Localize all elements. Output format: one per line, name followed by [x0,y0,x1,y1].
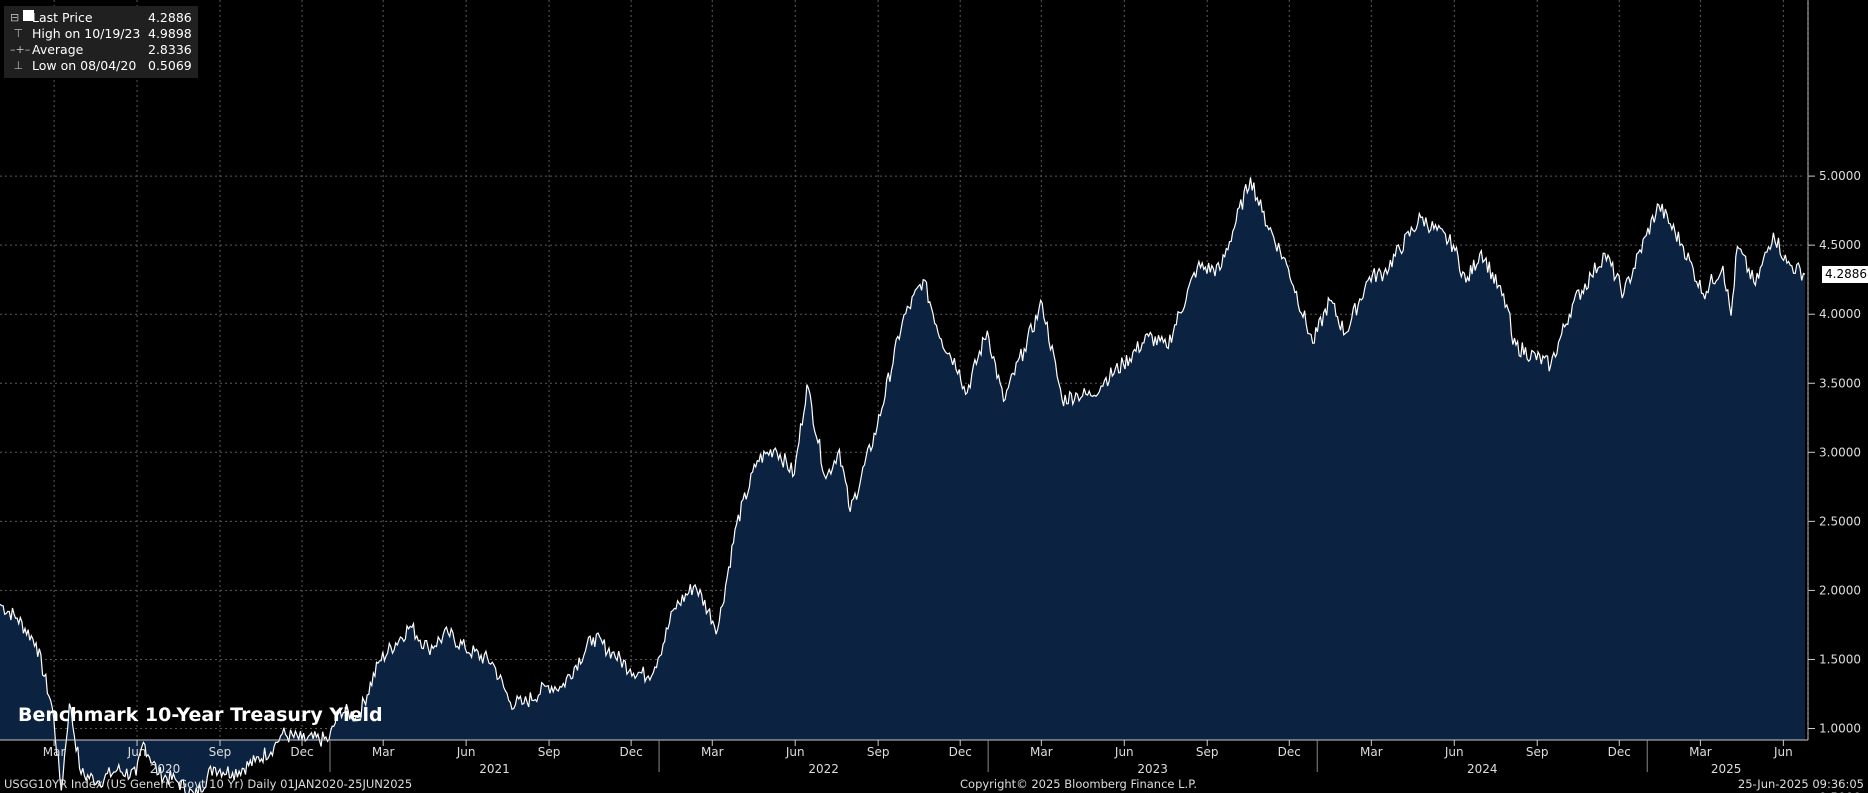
series-area-fill [0,177,1805,793]
x-tick-label: Mar [43,745,66,759]
series-line-last-price [0,177,1806,793]
x-tick-label: Sep [867,745,890,759]
x-tick-label: Sep [1196,745,1219,759]
legend-value: 0.5069 [148,58,192,73]
x-tick-label: Dec [620,745,643,759]
legend-label: Average [32,42,84,57]
x-axis: Mar Jun Sep Dec Mar Jun Sep Dec Mar Jun Sep Dec Mar J… [0,739,1808,776]
x-tick-label: Mar [701,745,724,759]
legend-label: Last Price [32,10,93,25]
legend-value: 4.9898 [148,26,192,41]
legend-item-high: ⊤ High on 10/19/23 4.9898 [10,26,192,42]
x-tick-label: Mar [1030,745,1053,759]
y-tick-label: 3.0000 [1819,445,1861,459]
y-tick-label: 1.0000 [1819,722,1861,736]
x-year-label: 2020 [150,762,181,776]
low-marker-icon: ⊥ [10,59,24,72]
x-tick-label: Dec [949,745,972,759]
y-tick-label: 0.5000 [1819,791,1861,793]
x-tick-label: Dec [1278,745,1301,759]
y-tick-label: 3.5000 [1819,376,1861,390]
legend-label: Low on 08/04/20 [32,58,137,73]
x-tick-label: Mar [1360,745,1383,759]
x-tick-label: Dec [1608,745,1631,759]
x-tick-label: Jun [456,745,476,759]
x-tick-label: Jun [127,745,147,759]
y-axis: 0.5000 1.0000 1.5000 2.0000 2.5000 3.0000 3.50… [1807,0,1861,793]
legend-label: High on 10/19/23 [32,26,141,41]
high-marker-icon: ⊤ [10,27,24,40]
y-tick-label: 4.5000 [1819,238,1861,252]
x-tick-label: Sep [209,745,232,759]
x-tick-label: Jun [785,745,805,759]
legend-value: 2.8336 [148,42,192,57]
legend-item-last-price: ⊟ Last Price 4.2886 [10,10,192,26]
x-year-label: 2022 [808,762,839,776]
y-tick-label: 2.0000 [1819,583,1861,597]
legend-item-average: –+– Average 2.8336 [10,42,192,58]
x-tick-label: Sep [1526,745,1549,759]
footer-security-info: USGG10YR Index (US Generic Govt 10 Yr) D… [4,777,413,791]
x-tick-label: Jun [1114,745,1134,759]
legend-item-low: ⊥ Low on 08/04/20 0.5069 [10,58,192,74]
chart-title: Benchmark 10-Year Treasury Yield [18,704,383,726]
y-tick-label: 1.5000 [1819,652,1861,666]
x-tick-label: Mar [1689,745,1712,759]
average-marker-icon: –+– [10,43,31,56]
x-year-label: 2021 [479,762,510,776]
footer-copyright: Copyright© 2025 Bloomberg Finance L.P. [960,777,1197,791]
x-tick-label: Jun [1773,745,1793,759]
legend-value: 4.2886 [148,10,192,25]
x-tick-label: Mar [372,745,395,759]
x-year-label: 2024 [1467,762,1498,776]
x-year-label: 2023 [1137,762,1168,776]
y-tick-label: 2.5000 [1819,514,1861,528]
last-value-label: 4.2886 [1822,266,1868,284]
footer-timestamp: 25-Jun-2025 09:36:05 [1737,777,1864,791]
y-tick-label: 5.0000 [1819,169,1861,183]
x-tick-label: Dec [290,745,313,759]
x-year-label: 2025 [1711,762,1742,776]
last-price-swatch-icon: ⊟ [10,10,35,26]
x-tick-label: Jun [1444,745,1464,759]
legend: ⊟ Last Price 4.2886 ⊤ High on 10/19/23 4… [4,6,198,78]
y-tick-label: 4.0000 [1819,307,1861,321]
x-tick-label: Sep [538,745,561,759]
